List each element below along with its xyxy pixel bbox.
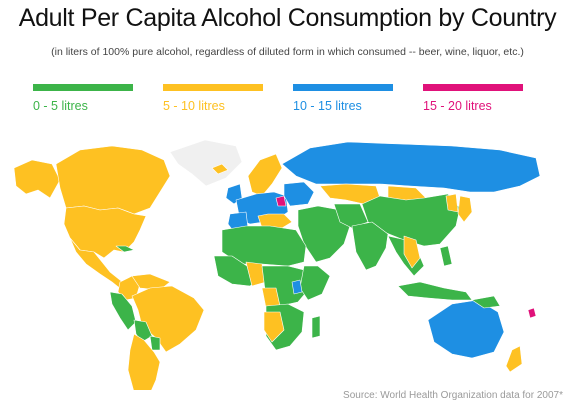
legend-item-0-5: 0 - 5 litres xyxy=(33,84,133,113)
map-subtitle: (in liters of 100% pure alcohol, regardl… xyxy=(51,46,524,58)
region-hungary xyxy=(275,195,287,207)
source-note: Source: World Health Organization data f… xyxy=(343,390,563,401)
map-title: Adult Per Capita Alcohol Consumption by … xyxy=(18,4,557,32)
legend-item-10-15: 10 - 15 litres xyxy=(293,84,393,113)
region-australia xyxy=(427,299,505,359)
legend-item-5-10: 5 - 10 litres xyxy=(163,84,263,113)
region-pacific-islands xyxy=(527,307,537,319)
region-korea xyxy=(445,193,459,213)
legend-swatch-5-10 xyxy=(163,84,263,91)
region-greenland xyxy=(169,139,243,187)
region-peru-ecuador xyxy=(109,291,137,331)
region-cuba xyxy=(115,245,135,253)
region-indonesia xyxy=(397,281,473,301)
region-canada xyxy=(55,145,171,215)
legend-label-0-5: 0 - 5 litres xyxy=(33,99,88,113)
region-uganda xyxy=(291,279,303,295)
region-paraguay xyxy=(149,335,161,351)
world-map xyxy=(13,139,541,390)
legend-swatch-0-5 xyxy=(33,84,133,91)
region-philippines xyxy=(439,245,453,267)
region-new-zealand xyxy=(505,345,523,373)
region-japan xyxy=(457,195,473,223)
legend-label-5-10: 5 - 10 litres xyxy=(163,99,225,113)
region-east-africa xyxy=(299,265,331,301)
region-alaska xyxy=(13,159,61,199)
region-iceland xyxy=(211,163,229,175)
legend-swatch-10-15 xyxy=(293,84,393,91)
legend-label-15-20: 15 - 20 litres xyxy=(423,99,492,113)
region-argentina-chile xyxy=(127,333,161,390)
region-middle-east xyxy=(297,205,351,263)
region-papua xyxy=(471,295,501,309)
legend-item-15-20: 15 - 20 litres xyxy=(423,84,523,113)
region-india xyxy=(351,221,389,271)
legend-swatch-15-20 xyxy=(423,84,523,91)
legend-label-10-15: 10 - 15 litres xyxy=(293,99,362,113)
region-thailand-vietnam xyxy=(403,235,421,269)
region-scandinavia xyxy=(247,153,283,197)
region-venezuela-guianas xyxy=(131,273,171,291)
region-namibia-botswana xyxy=(263,311,285,343)
region-madagascar xyxy=(311,315,321,339)
region-ukraine-belarus xyxy=(283,181,315,207)
region-russia xyxy=(281,141,541,193)
